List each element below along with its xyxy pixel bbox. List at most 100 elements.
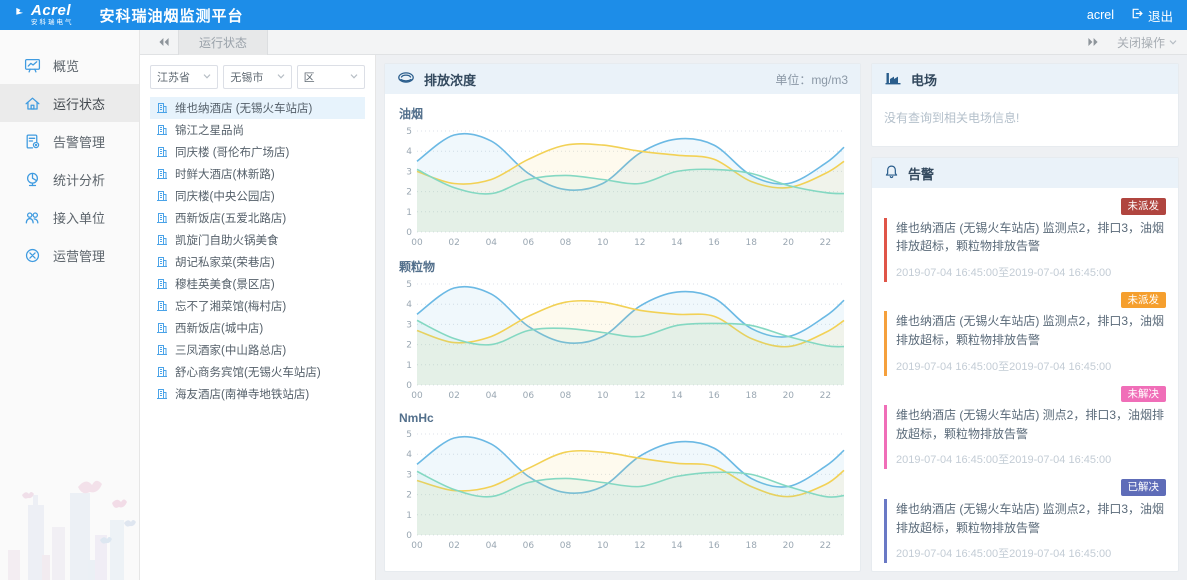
sidebar-item-label: 运营管理 (53, 248, 106, 264)
region-select[interactable]: 江苏省 (150, 65, 219, 89)
building-icon (156, 234, 168, 246)
alarm-item[interactable]: 未派发 维也纳酒店 (无锡火车站店) 监测点2，排口3，油烟排放超标，颗粒物排放… (884, 291, 1166, 376)
svg-text:08: 08 (560, 391, 572, 401)
sidebar-item-label: 运行状态 (53, 96, 106, 112)
sidebar-item[interactable]: 告警管理 (0, 122, 139, 160)
alarm-panel-header: 告警 (872, 158, 1178, 188)
store-name: 时鲜大酒店(林新路) (175, 169, 275, 181)
alarm-item[interactable]: 已解决 维也纳酒店 (无锡火车站店) 监测点2，排口3，油烟排放超标，颗粒物排放… (884, 479, 1166, 564)
line-chart: 0 1 2 3 4 5 00 02 04 06 08 10 12 14 16 18 20 22 (397, 276, 848, 402)
svg-text:10: 10 (597, 391, 609, 401)
alarm-time: 2019-07-04 16:45:00至2019-07-04 16:45:00 (896, 360, 1112, 373)
svg-text:08: 08 (560, 238, 572, 248)
sidebar-item[interactable]: 统计分析 (0, 160, 139, 198)
sidebar-item-label: 告警管理 (53, 134, 106, 150)
home-icon (24, 95, 41, 112)
page-title: 安科瑞油烟监测平台 (99, 7, 244, 25)
alarm-message: 维也纳酒店 (无锡火车站店) 监测点2，排口3，油烟排放超标，颗粒物排放告警 (896, 220, 1165, 254)
unit-label: 单位：mg/m3 (775, 72, 848, 87)
building-icon (156, 344, 168, 356)
ops-icon (24, 247, 41, 264)
svg-text:04: 04 (486, 238, 498, 248)
svg-text:1: 1 (406, 208, 412, 218)
username: acrel (1086, 8, 1114, 22)
building-icon (156, 146, 168, 158)
svg-text:14: 14 (671, 541, 683, 551)
svg-text:04: 04 (486, 541, 498, 551)
store-list-item[interactable]: 海友酒店(南禅寺地铁站店) (150, 383, 365, 405)
svg-text:3: 3 (406, 167, 412, 177)
overview-icon (24, 57, 41, 74)
svg-text:4: 4 (406, 147, 412, 157)
electric-field-panel: 电场 没有查询到相关电场信息! (871, 63, 1179, 147)
chart-title: 颗粒物 (399, 260, 436, 274)
region-select[interactable]: 无锡市 (223, 65, 292, 89)
svg-text:18: 18 (745, 391, 757, 401)
alarm-manage-icon (24, 133, 41, 150)
store-list-item[interactable]: 忘不了湘菜馆(梅村店) (150, 295, 365, 317)
chevron-down-icon (203, 71, 211, 83)
collapse-left-icon[interactable] (150, 37, 178, 47)
sidebar-item[interactable]: 概览 (0, 46, 139, 84)
svg-text:06: 06 (523, 238, 535, 248)
chart-title: 油烟 (399, 107, 424, 121)
store-name: 胡记私家菜(荣巷店) (175, 257, 275, 269)
alarm-item[interactable]: 未派发 维也纳酒店 (无锡火车站店) 监测点2，排口3，油烟排放超标，颗粒物排放… (884, 198, 1166, 282)
store-name: 同庆楼 (哥伦布广场店) (175, 147, 290, 159)
svg-text:12: 12 (634, 238, 645, 248)
svg-text:00: 00 (411, 541, 423, 551)
store-list-item[interactable]: 西新饭店(五爱北路店) (150, 207, 365, 229)
svg-text:12: 12 (634, 391, 645, 401)
alarm-time: 2019-07-04 16:45:00至2019-07-04 16:45:00 (896, 454, 1112, 467)
alarm-item[interactable]: 未解决 维也纳酒店 (无锡火车站店) 测点2，排口3，油烟排放超标，颗粒物排放告… (884, 385, 1166, 470)
svg-text:14: 14 (671, 238, 683, 248)
store-list-item[interactable]: 三凤酒家(中山路总店) (150, 339, 365, 361)
collapse-right-icon[interactable] (1079, 37, 1107, 47)
alarm-status-badge: 未派发 (1120, 291, 1166, 309)
chevron-down-icon (277, 71, 285, 83)
building-icon (156, 168, 168, 180)
store-list-item[interactable]: 凯旋门自助火锅美食 (150, 229, 365, 251)
store-list-item[interactable]: 同庆楼 (哥伦布广场店) (150, 141, 365, 163)
svg-text:20: 20 (783, 238, 795, 248)
svg-text:12: 12 (634, 541, 645, 551)
building-icon (156, 322, 168, 334)
tab-bar: 运行状态 关闭操作 (140, 29, 1187, 55)
field-panel-title: 电场 (911, 72, 938, 88)
store-list-item[interactable]: 锦江之星品尚 (150, 119, 365, 141)
logo-sub-text: 安科瑞电气 (31, 19, 74, 27)
sidebar-item[interactable]: 运营管理 (0, 236, 139, 274)
sidebar-item[interactable]: 接入单位 (0, 198, 139, 236)
alarm-list[interactable]: 未派发 维也纳酒店 (无锡火车站店) 监测点2，排口3，油烟排放超标，颗粒物排放… (872, 188, 1178, 571)
alarm-message: 维也纳酒店 (无锡火车站店) 监测点2，排口3，油烟排放超标，颗粒物排放告警 (896, 314, 1165, 347)
line-chart: 0 1 2 3 4 5 00 02 04 06 08 10 12 14 16 18 20 22 (397, 426, 848, 552)
logout-button[interactable]: 退出 (1130, 6, 1173, 25)
sidebar: 概览 运行状态 告警管理 统计分析 接入单位 运营管理 (0, 30, 140, 580)
acrel-logo: Acrel 安科瑞电气 (14, 3, 74, 27)
svg-text:00: 00 (411, 391, 423, 401)
exit-icon (1130, 7, 1143, 23)
tab-running-status[interactable]: 运行状态 (178, 29, 269, 55)
alarm-panel-title: 告警 (908, 166, 935, 182)
svg-text:02: 02 (448, 238, 459, 248)
field-panel-header: 电场 (872, 64, 1178, 94)
emission-panel-title: 排放浓度 (424, 72, 477, 88)
emission-panel-header: 排放浓度 单位：mg/m3 (385, 64, 860, 94)
store-list-item[interactable]: 舒心商务宾馆(无锡火车站店) (150, 361, 365, 383)
alarm-time: 2019-07-04 16:45:00至2019-07-04 16:45:00 (896, 548, 1112, 561)
chevron-down-icon (350, 71, 358, 83)
svg-text:5: 5 (406, 280, 412, 290)
sidebar-item[interactable]: 运行状态 (0, 84, 139, 122)
store-list-item[interactable]: 维也纳酒店 (无锡火车站店) (150, 97, 365, 119)
store-list-item[interactable]: 穆桂英美食(景区店) (150, 273, 365, 295)
alarm-panel: 告警 未派发 维也纳酒店 (无锡火车站店) 监测点2，排口3，油烟排放超标，颗粒… (871, 157, 1179, 572)
store-list-item[interactable]: 时鲜大酒店(林新路) (150, 163, 365, 185)
factory-icon (884, 71, 902, 88)
store-list-item[interactable]: 同庆楼(中央公园店) (150, 185, 365, 207)
sidebar-item-label: 统计分析 (53, 172, 106, 188)
store-list-item[interactable]: 胡记私家菜(荣巷店) (150, 251, 365, 273)
store-name: 舒心商务宾馆(无锡火车站店) (175, 367, 321, 379)
store-list-item[interactable]: 西新饭店(城中店) (150, 317, 365, 339)
region-select[interactable]: 区 (296, 65, 365, 89)
close-operations-dropdown[interactable]: 关闭操作 (1117, 34, 1177, 51)
